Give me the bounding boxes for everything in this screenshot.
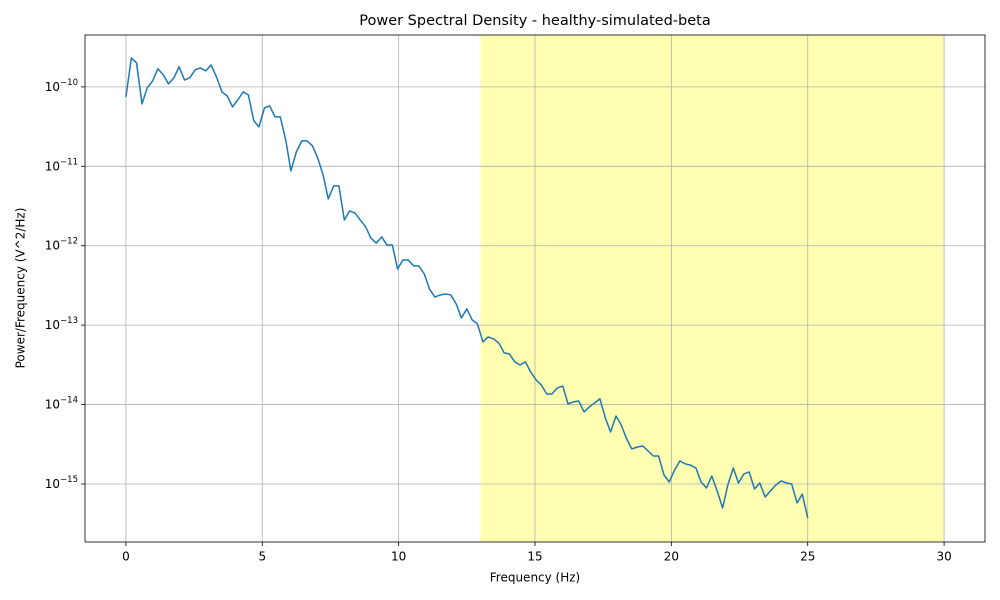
- y-tick-label: 10−13: [45, 316, 78, 332]
- chart-title: Power Spectral Density - healthy-simulat…: [359, 13, 711, 29]
- x-tick-label: 25: [800, 550, 815, 564]
- x-tick-label: 15: [527, 550, 542, 564]
- x-axis-label: Frequency (Hz): [490, 571, 581, 585]
- x-tick-label: 10: [391, 550, 406, 564]
- data-line: [125, 57, 809, 519]
- x-tick-label: 30: [936, 550, 951, 564]
- x-tick-label: 0: [122, 550, 130, 564]
- y-tick-label: 10−12: [45, 236, 78, 252]
- y-axis-label: Power/Frequency (V^2/Hz): [14, 208, 28, 369]
- y-tick-label: 10−10: [45, 77, 78, 93]
- y-tick-label: 10−15: [45, 474, 78, 490]
- y-tick-label: 10−11: [45, 157, 78, 173]
- y-tick-label: 10−14: [45, 395, 78, 411]
- highlight-span: [480, 35, 945, 542]
- axes-frame: [84, 34, 986, 543]
- x-tick-label: 20: [664, 550, 679, 564]
- x-tick-label: 5: [258, 550, 266, 564]
